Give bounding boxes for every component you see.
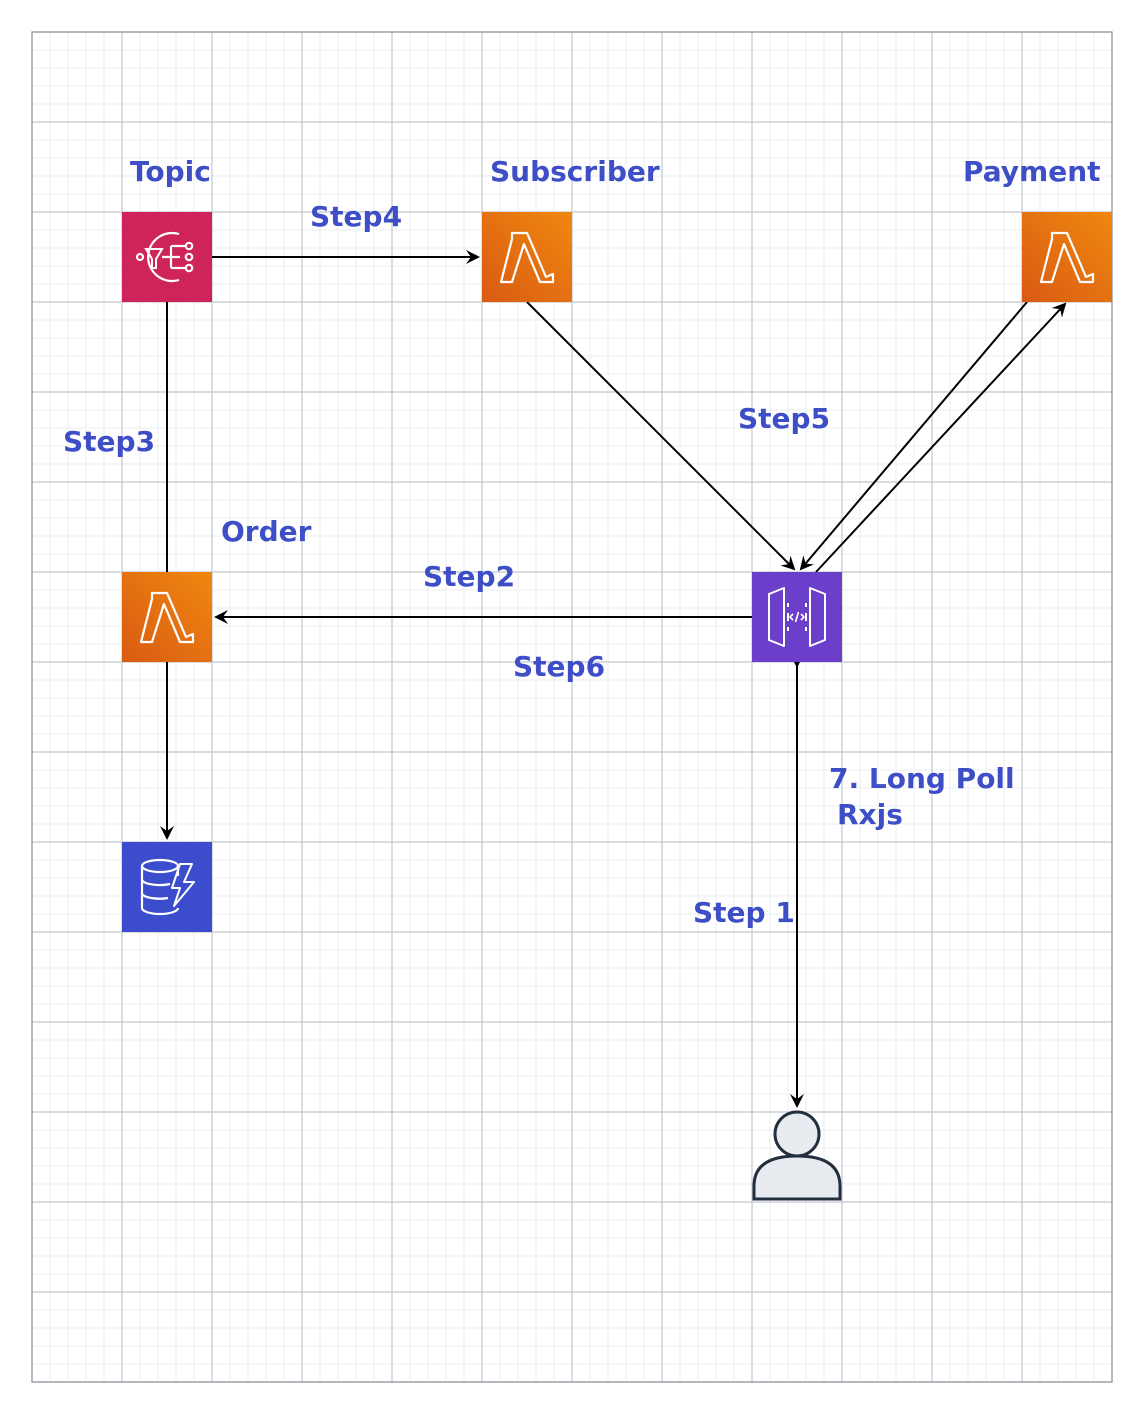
step3-label: Step3 bbox=[63, 425, 155, 458]
dynamodb-icon bbox=[140, 858, 195, 916]
edge-subscriber-to-api bbox=[526, 301, 796, 571]
lambda-icon bbox=[1039, 231, 1095, 284]
subscriber-label: Subscriber bbox=[490, 155, 660, 188]
step4-label: Step4 bbox=[310, 200, 402, 233]
dynamodb-node[interactable] bbox=[122, 842, 212, 932]
order-label: Order bbox=[221, 515, 312, 548]
step5-label: Step5 bbox=[738, 402, 830, 435]
api-gateway-node[interactable] bbox=[752, 572, 842, 662]
step7-label-line1: 7. Long Poll bbox=[829, 762, 1015, 795]
topic-node[interactable] bbox=[122, 212, 212, 302]
topic-label: Topic bbox=[130, 155, 211, 188]
lambda-icon bbox=[139, 591, 195, 644]
user-node[interactable] bbox=[752, 1110, 842, 1201]
step7-label-line2: Rxjs bbox=[837, 798, 903, 831]
edge-payment-to-api bbox=[799, 301, 1028, 571]
step2-label: Step2 bbox=[423, 560, 515, 593]
payment-node[interactable] bbox=[1022, 212, 1112, 302]
sns-topic-icon bbox=[135, 231, 194, 283]
connectors bbox=[160, 250, 1067, 1108]
step6-label: Step6 bbox=[513, 650, 605, 683]
api-gateway-icon bbox=[768, 587, 826, 647]
user-icon bbox=[752, 1110, 842, 1201]
payment-label: Payment bbox=[963, 155, 1101, 188]
lambda-icon bbox=[499, 231, 555, 284]
edge-api-to-payment bbox=[815, 302, 1067, 573]
step1-label: Step 1 bbox=[693, 896, 795, 929]
order-node[interactable] bbox=[122, 572, 212, 662]
canvas-border bbox=[31, 31, 1113, 1383]
subscriber-node[interactable] bbox=[482, 212, 572, 302]
